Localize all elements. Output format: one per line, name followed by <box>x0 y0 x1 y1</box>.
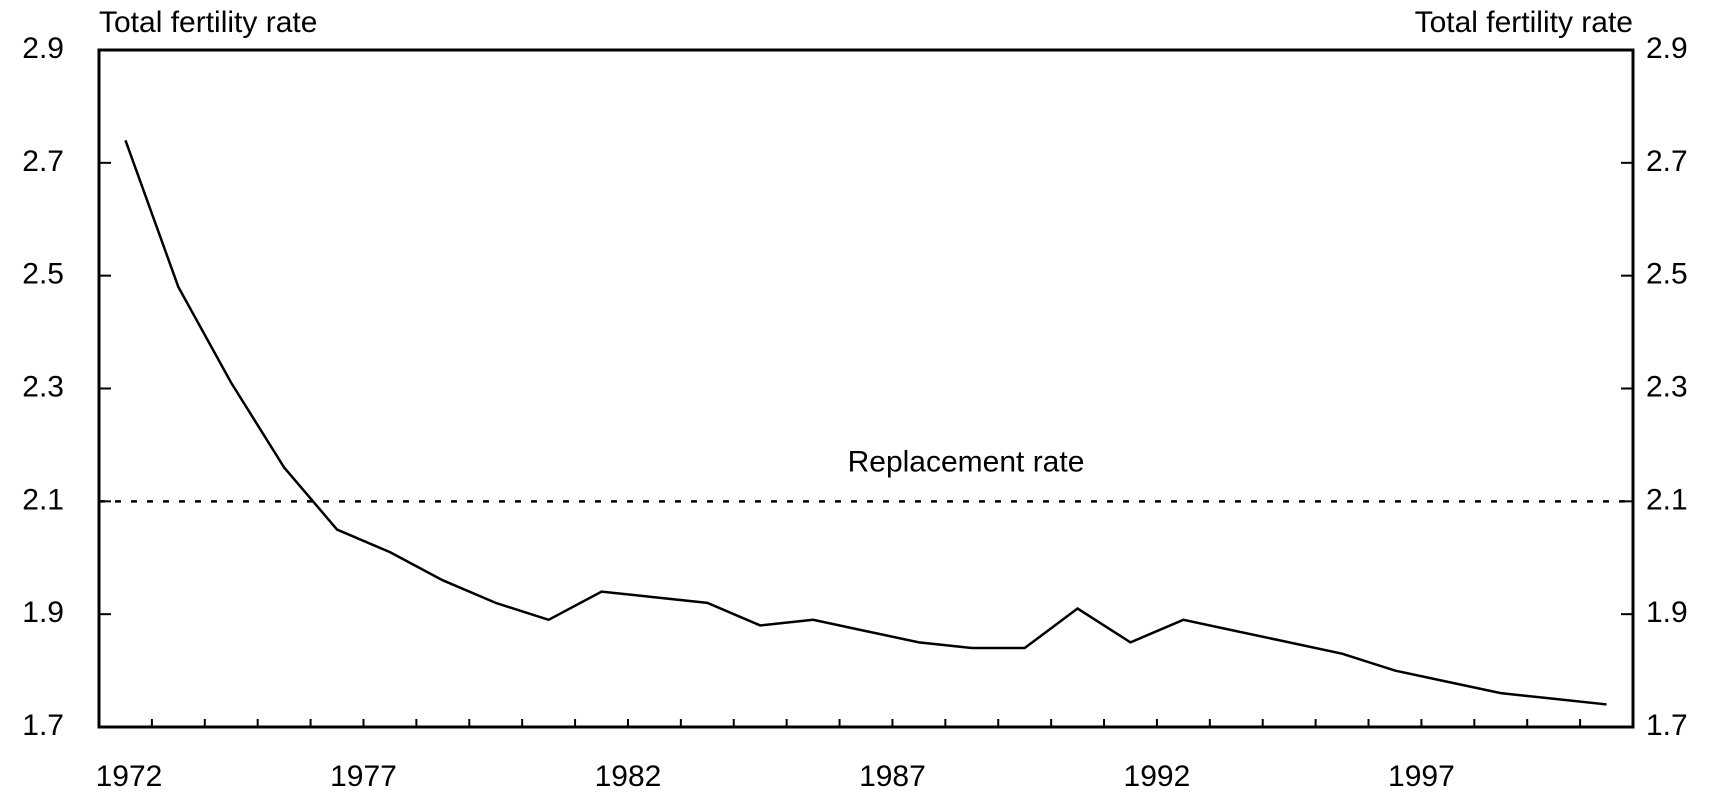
y2-tick-label: 1.7 <box>1646 709 1688 742</box>
y-tick-label: 2.3 <box>22 370 64 403</box>
x-tick-label: 1982 <box>595 760 662 793</box>
reference-label: Replacement rate <box>848 445 1085 478</box>
y2-tick-label: 1.9 <box>1646 596 1688 629</box>
plot-frame <box>97 48 1635 729</box>
x-tick-label: 1992 <box>1124 760 1191 793</box>
x-tick-label: 1987 <box>859 760 926 793</box>
y-tick-label: 2.7 <box>22 145 64 178</box>
x-tick-label: 1972 <box>96 760 163 793</box>
y-tick-label: 2.9 <box>22 32 64 65</box>
y-tick-label: 1.7 <box>22 709 64 742</box>
y2-axis-title: Total fertility rate <box>1415 6 1633 39</box>
y-axis-title: Total fertility rate <box>99 6 317 39</box>
data-line <box>124 139 1607 706</box>
y2-tick-label: 2.1 <box>1646 483 1688 516</box>
y2-tick-label: 2.5 <box>1646 258 1688 291</box>
y2-tick-label: 2.9 <box>1646 32 1688 65</box>
y-tick-label: 1.9 <box>22 596 64 629</box>
x-tick-label: 1977 <box>330 760 397 793</box>
y2-tick-label: 2.7 <box>1646 145 1688 178</box>
y-tick-label: 2.1 <box>22 483 64 516</box>
y2-tick-label: 2.3 <box>1646 370 1688 403</box>
x-tick-label: 1997 <box>1388 760 1455 793</box>
y-tick-label: 2.5 <box>22 258 64 291</box>
